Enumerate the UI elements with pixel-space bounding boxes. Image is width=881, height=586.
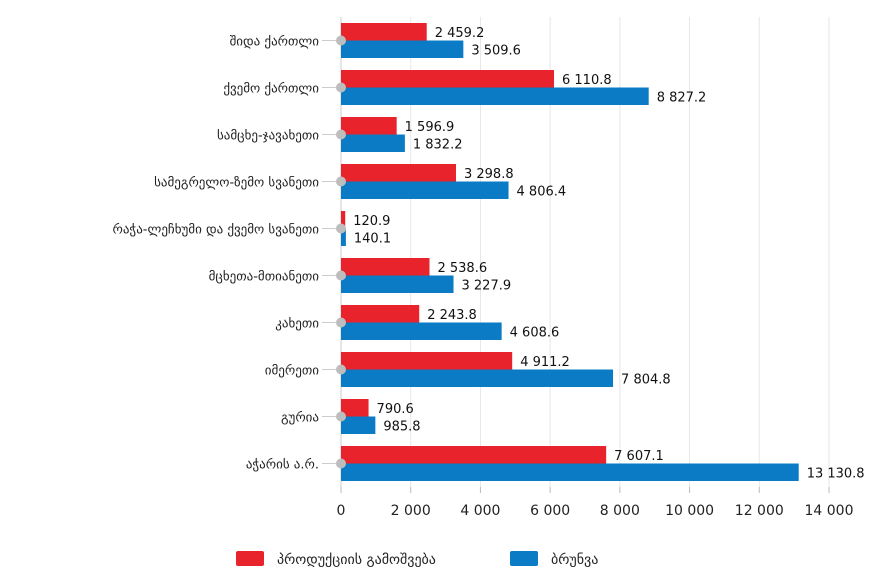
- bar-turnover: [341, 87, 649, 105]
- category-marker: [336, 129, 346, 140]
- data-label: 3 509.6: [471, 43, 521, 58]
- category-marker: [336, 364, 346, 375]
- data-label: 3 298.8: [464, 167, 514, 182]
- category-label: გურია: [281, 411, 319, 426]
- data-label: 4 911.2: [520, 355, 570, 370]
- bar-production: [341, 446, 607, 464]
- x-tick-label: 14 000: [805, 503, 854, 519]
- x-tick-label: 2 000: [391, 503, 431, 519]
- legend-label: ბრუნვა: [551, 551, 598, 568]
- data-label: 140.1: [354, 231, 391, 246]
- category-marker: [336, 317, 346, 328]
- data-label: 1 596.9: [405, 120, 455, 135]
- x-tick-label: 8 000: [600, 503, 640, 519]
- bar-turnover: [341, 369, 614, 387]
- x-tick-label: 4 000: [460, 503, 500, 519]
- legend-label: პროდუქციის გამოშვება: [277, 551, 436, 568]
- bar-turnover: [341, 134, 405, 152]
- data-label: 13 130.8: [807, 466, 865, 481]
- category-marker: [336, 82, 346, 93]
- bar-turnover: [341, 416, 376, 434]
- bar-production: [341, 23, 427, 41]
- bar-production: [341, 70, 555, 88]
- x-tick-label: 12 000: [735, 503, 784, 519]
- data-label: 2 538.6: [437, 261, 487, 276]
- bar-turnover: [341, 228, 346, 246]
- category-marker: [336, 458, 346, 469]
- data-label: 985.8: [383, 419, 420, 434]
- category-marker: [336, 270, 346, 281]
- category-label: აჭარის ა.რ.: [246, 458, 319, 473]
- bar-turnover: [341, 275, 454, 293]
- category-label: კახეთი: [275, 317, 319, 332]
- data-label: 6 110.8: [562, 73, 612, 88]
- category-label: რაჭა-ლეჩხუმი და ქვემო სვანეთი: [112, 223, 319, 238]
- data-label: 7 804.8: [621, 372, 671, 387]
- bar-production: [341, 117, 397, 135]
- bar-turnover: [341, 40, 464, 58]
- data-label: 120.9: [353, 214, 390, 229]
- category-marker: [336, 223, 346, 234]
- category-label: იმერეთი: [265, 364, 319, 379]
- data-label: 2 243.8: [427, 308, 477, 323]
- category-label: სამეგრელო-ზემო სვანეთი: [154, 176, 319, 191]
- x-tick-label: 6 000: [530, 503, 570, 519]
- category-marker: [336, 176, 346, 187]
- bar-production: [341, 258, 430, 276]
- category-label: ქვემო ქართლი: [223, 82, 319, 97]
- bar-turnover: [341, 463, 799, 481]
- bar-production: [341, 399, 369, 417]
- data-label: 7 607.1: [614, 449, 664, 464]
- legend-swatch: [510, 551, 538, 566]
- category-label: შიდა ქართლი: [230, 35, 320, 50]
- legend-swatch: [236, 551, 264, 566]
- data-label: 4 806.4: [517, 184, 567, 199]
- data-label: 4 608.6: [510, 325, 560, 340]
- category-marker: [336, 411, 346, 422]
- bar-turnover: [341, 322, 502, 340]
- data-label: 790.6: [377, 402, 414, 417]
- data-label: 3 227.9: [462, 278, 512, 293]
- bar-production: [341, 211, 346, 229]
- data-label: 8 827.2: [657, 90, 707, 105]
- category-label: სამცხე-ჯავახეთი: [217, 129, 319, 144]
- category-label: მცხეთა-მთიანეთი: [209, 270, 320, 285]
- x-tick-label: 0: [337, 503, 346, 519]
- x-tick-label: 10 000: [665, 503, 714, 519]
- bar-production: [341, 305, 420, 323]
- data-label: 2 459.2: [435, 26, 485, 41]
- bar-turnover: [341, 181, 509, 199]
- bar-production: [341, 352, 513, 370]
- data-label: 1 832.2: [413, 137, 463, 152]
- bar-production: [341, 164, 456, 182]
- category-marker: [336, 35, 346, 46]
